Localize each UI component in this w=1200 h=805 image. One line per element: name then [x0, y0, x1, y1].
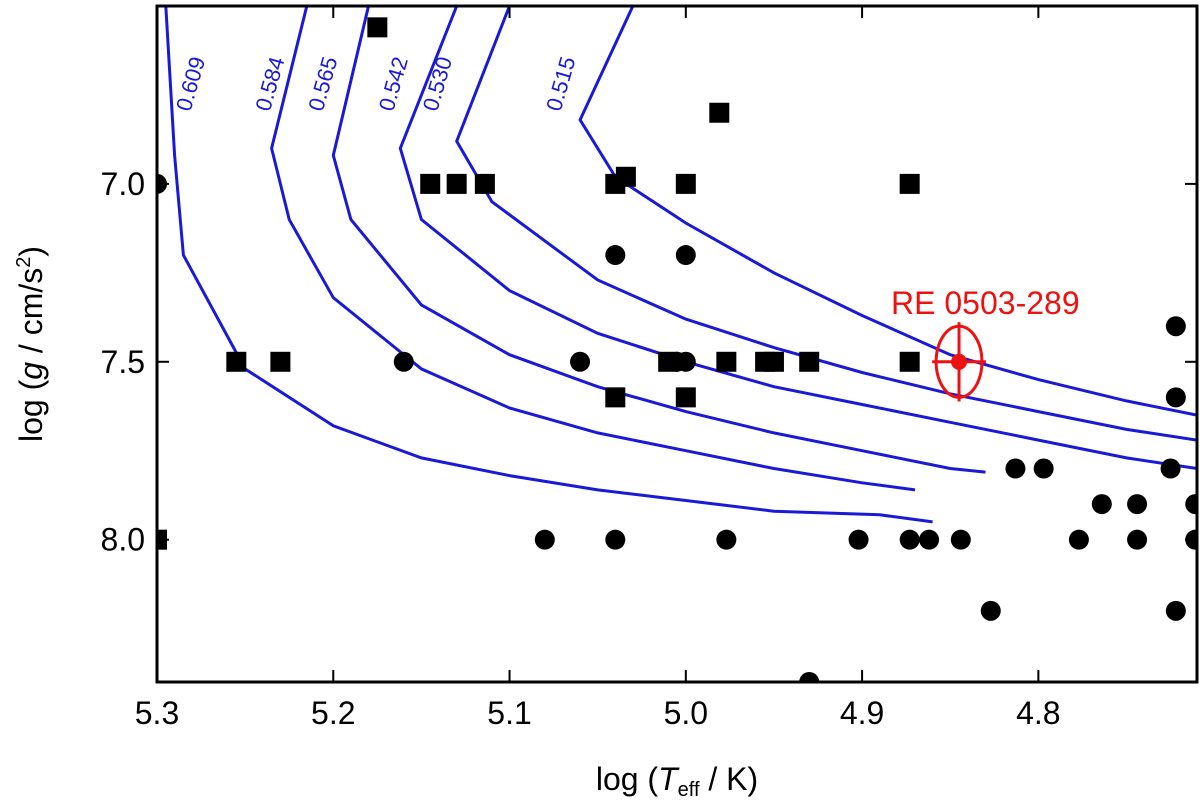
- y-tick-label-2: 8.0: [101, 522, 145, 558]
- circle-point-19: [1091, 494, 1112, 515]
- axis-ticks: 5.3 5.2 5.1 5.0 4.9 4.8 7.0 7.5 8.0: [101, 6, 1197, 731]
- plot-frame: [155, 4, 1199, 684]
- track-line-0: [164, 6, 933, 524]
- x-tick-label-3: 5.0: [664, 695, 708, 731]
- track-label-0: 0.609: [171, 54, 210, 114]
- circle-point-23: [1165, 316, 1186, 337]
- data-points: [157, 17, 1197, 682]
- circle-point-20: [1127, 494, 1148, 515]
- track-label-4: 0.530: [418, 54, 457, 114]
- highlight-point: [951, 353, 968, 370]
- square-point-0: [226, 351, 247, 372]
- x-tick-label-1: 5.2: [311, 695, 355, 731]
- x-tick-label-5: 4.8: [1016, 695, 1060, 731]
- x-tick-label-0: 5.3: [135, 695, 179, 731]
- y-tick-label-1: 7.5: [101, 344, 145, 380]
- circle-point-15: [980, 600, 1001, 621]
- square-point-8: [605, 387, 626, 408]
- circle-point-22: [1160, 458, 1181, 479]
- square-point-10: [675, 173, 696, 194]
- track-line-3: [398, 6, 1197, 470]
- circle-point-26: [1185, 494, 1197, 515]
- circle-point-21: [1127, 529, 1148, 550]
- track-label-3: 0.542: [374, 54, 413, 114]
- circle-point-25: [1165, 600, 1186, 621]
- circle-point-5: [605, 529, 626, 550]
- square-point-4: [446, 173, 467, 194]
- circle-point-7: [675, 351, 696, 372]
- circle-point-24: [1165, 387, 1186, 408]
- circle-point-12: [899, 529, 920, 550]
- y-axis-title: log (g / cm/s2): [13, 246, 49, 442]
- circle-point-10: [799, 672, 820, 682]
- circle-point-8: [675, 245, 696, 266]
- square-point-1: [270, 351, 291, 372]
- square-point-11: [675, 387, 696, 408]
- circle-point-3: [570, 351, 591, 372]
- circle-point-11: [848, 529, 869, 550]
- square-point-18: [899, 351, 920, 372]
- square-point-15: [763, 351, 784, 372]
- circle-point-9: [716, 529, 737, 550]
- square-point-7: [615, 166, 636, 187]
- highlight-star: RE 0503-289: [891, 285, 1080, 402]
- square-point-12: [709, 102, 730, 123]
- highlight-label: RE 0503-289: [891, 285, 1080, 321]
- circle-point-16: [1005, 458, 1026, 479]
- square-point-5: [474, 173, 495, 194]
- circle-point-13: [919, 529, 940, 550]
- circle-point-14: [950, 529, 971, 550]
- square-point-16: [799, 351, 820, 372]
- track-line-2: [331, 6, 986, 474]
- x-tick-label-4: 4.9: [840, 695, 884, 731]
- square-point-3: [420, 173, 441, 194]
- circle-point-4: [605, 245, 626, 266]
- track-line-1: [270, 6, 916, 492]
- square-point-13: [716, 351, 737, 372]
- track-label-2: 0.565: [303, 54, 342, 114]
- square-point-17: [899, 173, 920, 194]
- track-line-5: [578, 6, 1197, 417]
- y-tick-label-0: 7.0: [101, 166, 145, 202]
- circle-point-17: [1033, 458, 1054, 479]
- x-tick-label-2: 5.1: [487, 695, 531, 731]
- square-point-2: [367, 17, 388, 38]
- circle-point-1: [393, 351, 414, 372]
- circle-point-18: [1068, 529, 1089, 550]
- circle-point-2: [534, 529, 555, 550]
- track-label-5: 0.515: [541, 54, 580, 114]
- x-axis-title: log (Teff / K): [596, 761, 758, 801]
